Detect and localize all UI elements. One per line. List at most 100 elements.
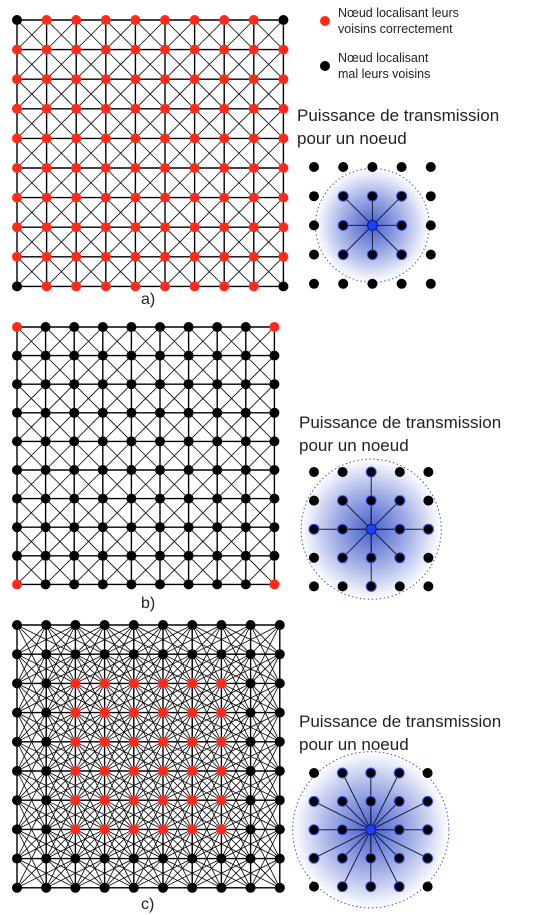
grid-edge bbox=[105, 19, 136, 50]
grid-edge bbox=[46, 256, 77, 287]
grid-edge bbox=[75, 256, 107, 287]
grid-edge bbox=[191, 653, 222, 684]
grid-edge bbox=[16, 858, 76, 889]
grid-edge bbox=[105, 197, 136, 228]
grid-edge bbox=[221, 858, 280, 889]
grid-edge bbox=[159, 441, 189, 471]
node-correct bbox=[189, 44, 200, 55]
node-incorrect bbox=[274, 620, 285, 630]
node-correct bbox=[248, 15, 259, 25]
grid-edge bbox=[16, 683, 47, 713]
node-correct bbox=[219, 192, 230, 203]
node-incorrect bbox=[12, 15, 22, 25]
grid-edge bbox=[16, 829, 76, 859]
grid-edge bbox=[45, 653, 76, 684]
node-correct bbox=[187, 795, 198, 806]
grid-edge bbox=[46, 653, 105, 684]
node-correct bbox=[158, 736, 168, 747]
node-out-of-range bbox=[367, 162, 378, 172]
node-incorrect bbox=[240, 465, 251, 475]
node-out-of-range bbox=[309, 191, 319, 202]
grid-edge bbox=[191, 741, 222, 772]
node-incorrect bbox=[212, 436, 223, 447]
node-correct bbox=[248, 163, 259, 173]
node-out-of-range bbox=[425, 278, 436, 289]
panel-b-label: b) bbox=[141, 595, 155, 612]
node-incorrect bbox=[40, 407, 51, 418]
node-incorrect bbox=[187, 649, 198, 660]
node-incorrect bbox=[126, 579, 137, 590]
node-correct bbox=[248, 251, 259, 262]
grid-edge bbox=[16, 624, 76, 655]
node-correct bbox=[130, 163, 141, 173]
node-correct bbox=[278, 192, 289, 203]
grid-edge bbox=[192, 770, 251, 801]
grid-edge bbox=[16, 770, 76, 801]
panel-a-transmission-demo bbox=[309, 162, 436, 289]
grid-edge bbox=[16, 799, 47, 830]
node-correct bbox=[248, 281, 259, 292]
grid-edge bbox=[16, 653, 76, 684]
grid-edge bbox=[250, 712, 281, 743]
grid-edge bbox=[162, 799, 193, 830]
node-correct bbox=[70, 707, 81, 718]
grid-edge bbox=[191, 829, 222, 859]
grid-edge bbox=[16, 19, 47, 50]
node-incorrect bbox=[40, 550, 51, 561]
node-correct bbox=[128, 736, 139, 747]
panel-b-grid bbox=[12, 322, 280, 590]
grid-edge bbox=[16, 197, 47, 228]
node-incorrect bbox=[216, 853, 227, 864]
grid-edge bbox=[194, 138, 225, 169]
node-correct bbox=[189, 133, 200, 144]
node-incorrect bbox=[155, 436, 165, 447]
node-correct bbox=[160, 74, 170, 85]
grid-edge bbox=[104, 799, 164, 830]
grid-edge bbox=[45, 355, 75, 385]
grid-edge bbox=[223, 167, 255, 198]
node-incorrect bbox=[187, 853, 198, 864]
grid-edge bbox=[253, 78, 284, 110]
legend-correct-line1: Nœud localisant leurs bbox=[338, 6, 459, 20]
grid-edge bbox=[253, 197, 284, 228]
node-incorrect bbox=[183, 379, 194, 390]
grid-edge bbox=[162, 624, 193, 655]
grid-edge bbox=[45, 829, 76, 859]
grid-edge bbox=[216, 326, 247, 356]
panel-b-transmission-title-line2: pour un noeud bbox=[299, 436, 409, 455]
node-correct bbox=[41, 163, 52, 173]
node-correct bbox=[278, 44, 289, 55]
grid-edge bbox=[16, 256, 47, 287]
grid-edge bbox=[135, 226, 166, 258]
node-incorrect bbox=[155, 465, 165, 475]
node-incorrect bbox=[12, 436, 22, 447]
node-incorrect bbox=[274, 649, 285, 660]
grid-edge bbox=[223, 19, 255, 50]
node-incorrect bbox=[41, 678, 52, 689]
grid-edge bbox=[45, 799, 76, 830]
grid-edge bbox=[162, 653, 193, 684]
node-in-range bbox=[308, 852, 320, 864]
panel-c-transmission-title-line1: Puissance de transmission bbox=[299, 712, 501, 731]
node-incorrect bbox=[216, 649, 227, 660]
node-correct bbox=[128, 678, 139, 689]
grid-edge bbox=[105, 78, 136, 110]
panel-b: b) Puissance de transmission pour un noe… bbox=[12, 322, 501, 612]
node-incorrect bbox=[12, 407, 22, 418]
legend-incorrect-dot bbox=[320, 61, 330, 71]
grid-edge bbox=[46, 197, 77, 228]
grid-edges bbox=[16, 326, 276, 586]
node-incorrect bbox=[126, 350, 137, 361]
node-incorrect bbox=[158, 649, 168, 660]
node-incorrect bbox=[155, 350, 165, 361]
node-incorrect bbox=[12, 824, 22, 835]
node-out-of-range bbox=[309, 881, 319, 892]
grid-edge bbox=[46, 226, 77, 258]
grid-edge bbox=[188, 383, 218, 414]
grid-edge bbox=[104, 829, 135, 859]
grid-edge bbox=[162, 683, 193, 713]
grid-edge bbox=[131, 326, 161, 356]
node-correct bbox=[41, 133, 52, 144]
node-incorrect bbox=[69, 322, 80, 332]
panel-c-transmission-demo bbox=[292, 751, 450, 909]
